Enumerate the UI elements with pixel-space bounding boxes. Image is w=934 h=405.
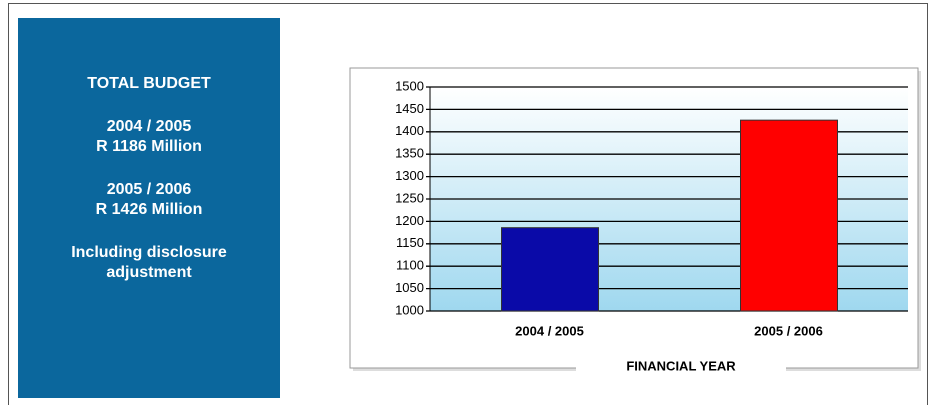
bar — [501, 227, 599, 312]
panel-line: R 1426 Million — [95, 201, 203, 218]
y-tick-label: 1200 — [395, 213, 424, 228]
y-tick-label: 1350 — [395, 146, 424, 161]
x-tick-label: 2005 / 2006 — [754, 323, 823, 338]
frame — [8, 3, 928, 405]
y-tick-label: 1250 — [395, 190, 424, 205]
y-tick-label: 1400 — [395, 123, 424, 138]
y-tick-label: 1450 — [395, 101, 424, 116]
y-tick-label: 1300 — [395, 168, 424, 183]
panel-line: 2005 / 2006 — [106, 181, 192, 198]
x-tick-label: 2004 / 2005 — [515, 323, 584, 338]
budget-panel: TOTAL BUDGET 2004 / 2005 R 1186 Million … — [18, 18, 280, 398]
y-tick-label: 1100 — [396, 258, 424, 273]
x-label-bg — [576, 357, 786, 377]
panel-line: R 1186 Million — [96, 138, 202, 155]
panel-title: TOTAL BUDGET — [87, 75, 211, 92]
bar — [740, 119, 838, 312]
y-tick-label: 1500 — [395, 78, 424, 93]
x-axis-label: FINANCIAL YEAR — [626, 358, 736, 373]
panel-line: 2004 / 2005 — [106, 118, 192, 135]
panel-note: Including disclosure adjustment — [71, 244, 227, 281]
y-tick-label: 1050 — [395, 280, 424, 295]
y-tick-label: 1000 — [395, 302, 424, 317]
y-tick-label: 1150 — [396, 235, 424, 250]
